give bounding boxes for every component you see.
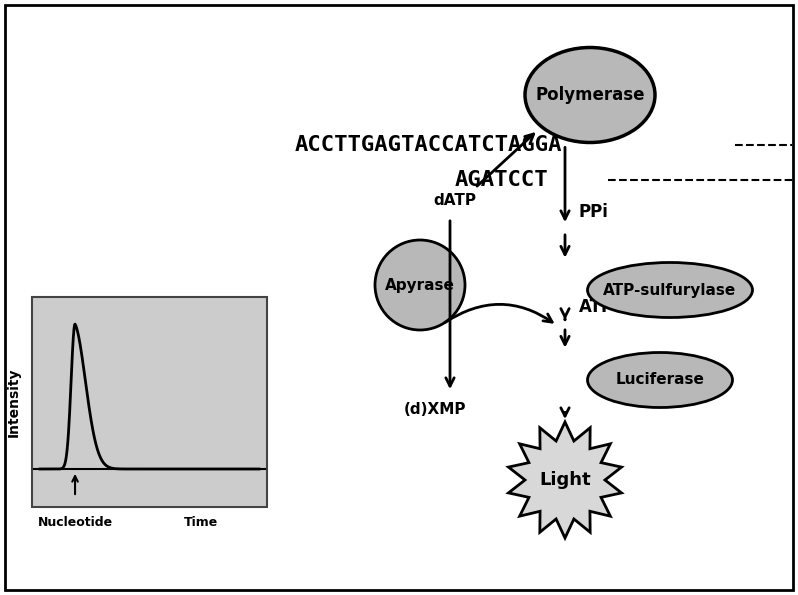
FancyArrowPatch shape [444,305,552,322]
Bar [32,297,267,507]
Text: Time: Time [184,516,219,530]
Polygon shape [508,422,622,538]
Text: Luciferase: Luciferase [615,372,705,387]
Circle shape [375,240,465,330]
Ellipse shape [587,262,753,318]
Text: ACCTTGAGTACCATCTAGGA: ACCTTGAGTACCATCTAGGA [295,135,563,155]
Text: dATP: dATP [433,193,476,208]
Text: ATP: ATP [579,298,614,316]
Text: AGATCCT: AGATCCT [455,170,549,190]
Text: Apyrase: Apyrase [385,277,455,293]
Ellipse shape [525,48,655,142]
Ellipse shape [587,352,733,408]
Text: Nucleotide: Nucleotide [38,516,113,530]
Text: (d)XMP: (d)XMP [404,402,466,418]
Text: Intensity: Intensity [7,367,21,437]
Text: Polymerase: Polymerase [535,86,645,104]
Text: Light: Light [539,471,591,489]
Text: ATP-sulfurylase: ATP-sulfurylase [603,283,737,298]
Text: PPi: PPi [579,203,609,221]
